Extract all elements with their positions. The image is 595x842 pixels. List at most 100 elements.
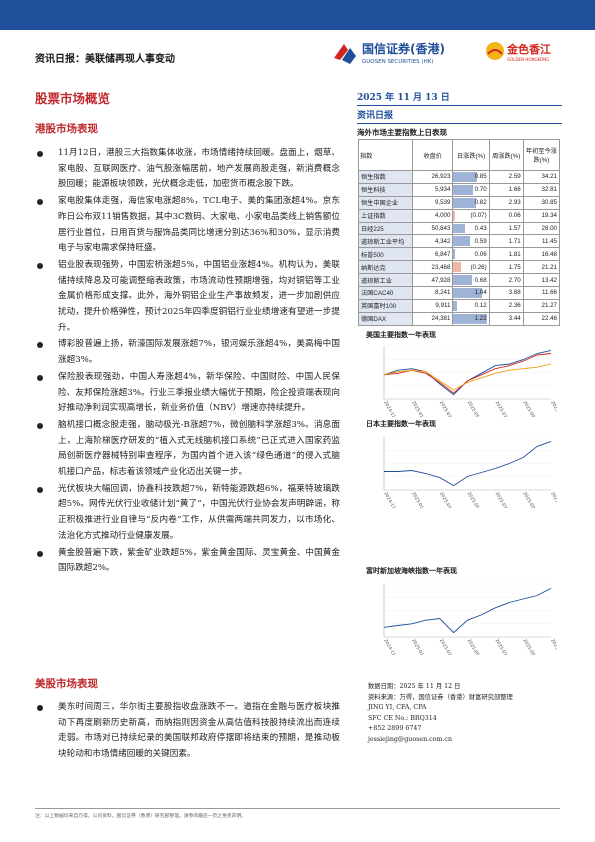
close-cell: 23,468 [411,260,454,275]
ytd-change-cell: 28.00 [522,221,561,236]
x-tick-label: 2025-05 [466,400,481,417]
table-row: 纳斯达克 23,468 (0.26) 1.75 21.21 [358,260,561,275]
bullet-dot-icon [37,342,43,349]
col-header: 收盘价 [411,139,454,171]
x-tick-label: 2025-09 [521,638,536,655]
table-header-row: 指数 收盘价 日涨跌(%) 周涨跌(%) 年初至今涨跌(%) [358,139,561,171]
change-bar [453,300,457,311]
bullet-dot-icon [37,705,43,711]
analyst-phone: +852 2899 6747 [368,725,422,732]
chart2-title: 日本主要指数一年表现 [366,419,436,428]
index-name-cell: 德国DAX [358,311,413,326]
change-bar [453,249,456,260]
weekly-change-cell: 2.93 [488,195,524,210]
daily-change-cell: 0.43 [452,221,490,236]
index-name-cell: 法国CAC40 [358,286,413,300]
table-row: 德国DAX 24,381 1.22 3.44 22.46 [358,311,561,326]
chart-japan-svg: 2024-11 2025-01 2025-03 2025-05 2025-07 2025-… [382,436,557,508]
ytd-change-cell: 30.85 [522,195,561,210]
bullet-dot-icon [37,262,43,269]
change-bar [453,262,461,273]
col-header: 指数 [358,139,413,171]
hk-bullet-list: 11月12日，港股三大指数集体收涨，市场情绪持续回暖。盘面上，烟草、家电股、互联… [35,146,340,578]
daily-change-value: 0.59 [474,237,487,245]
source-note: 数据日期：2025 年 11 月 12 日 资料来源：万得，国信证券（香港）财富… [368,682,558,703]
index-name-cell: 道琼斯工业平均 [358,234,413,249]
market-table: 指数 收盘价 日涨跌(%) 周涨跌(%) 年初至今涨跌(%) 恒生指数 26,92… [358,139,561,326]
analyst-name: JING YI, CFA, CPA [368,704,427,711]
change-bar [453,197,476,208]
daily-change-cell: (0.07) [452,208,490,223]
chart1-title: 美国主要指数一年表现 [366,330,436,339]
change-bar [453,275,473,286]
source-date: 数据日期：2025 年 11 月 12 日 [368,683,461,690]
daily-change-value: (0.26) [470,263,487,271]
x-tick-label: 2024-11 [382,400,397,417]
x-tick-label: 2025-11 [549,638,557,655]
daily-change-cell: 0.82 [452,195,490,210]
daily-change-value: (0.07) [470,212,487,220]
close-cell: 6,847 [411,247,454,262]
index-name-cell: 日经225 [358,221,413,236]
x-tick-label: 2025-07 [494,491,509,508]
list-item: 家电股集体走强，海信家电涨超8%，TCL电子、美的集团涨超4%。京东昨日公布双1… [35,194,340,257]
x-tick-label: 2025-01 [410,491,425,508]
guosen-mark-icon [334,44,356,64]
us-bullet-list: 美东时间周三，华尔街主要股指收盘涨跌不一。道指在金融与医疗板块推动下再度刷新历史… [35,700,340,764]
daily-change-cell: 1.04 [452,286,490,300]
close-cell: 8,241 [411,286,454,300]
col-header: 日涨跌(%) [452,139,490,171]
x-tick-label: 2025-11 [549,491,557,508]
change-bar [453,184,473,195]
change-bar [453,210,456,221]
list-item: 光伏板块大幅回调，协鑫科技跌超7%，新特能源跌超6%，福莱特玻璃跌超5%。网传光… [35,482,340,545]
weekly-change-cell: 0.06 [488,208,524,223]
table-row: 恒生中国企业 9,539 0.82 2.93 30.85 [358,195,561,210]
ytd-change-cell: 32.81 [522,182,561,197]
bullet-dot-icon [37,151,43,157]
list-item: 11月12日，港股三大指数集体收涨，市场情绪持续回暖。盘面上，烟草、家电股、互联… [35,146,340,193]
logo2-en: GOLDEN HONGKONG [507,57,549,62]
daily-change-value: 0.43 [474,225,487,232]
x-tick-label: 2024-11 [382,638,397,655]
change-bar [453,288,482,298]
daily-change-cell: (0.26) [452,260,490,275]
index-name-cell: 标普500 [358,247,413,262]
close-cell: 9,911 [411,298,454,313]
report-type: 资讯日报 [357,108,562,124]
weekly-change-cell: 1.75 [488,260,524,275]
guosen-logo: 国信证券(香港) GUOSEN SECURITIES (HK) [330,36,470,70]
table-row: 法国CAC40 8,241 1.04 3.68 11.66 [358,286,561,300]
daily-change-value: 0.85 [474,173,487,181]
analyst-email[interactable]: jessiejing@guosen.com.cn [368,735,452,743]
table-row: 恒生指数 26,923 0.85 2.59 34.21 [358,170,561,184]
x-tick-label: 2025-07 [494,400,509,417]
close-cell: 50,843 [411,221,454,236]
top-banner [0,0,595,30]
daily-change-cell: 0.68 [452,273,490,288]
hk-subtitle: 港股市场表现 [35,123,98,135]
table-row: 恒生科技 5,934 0.70 1.66 32.81 [358,182,561,197]
daily-change-cell: 0.59 [452,234,490,249]
table-title: 海外市场主要指数上日表现 [357,128,447,137]
series-line-0 [383,587,552,634]
daily-change-cell: 0.85 [452,170,490,184]
daily-change-value: 1.22 [474,315,487,323]
ytd-change-cell: 22.46 [522,311,561,326]
weekly-change-cell: 2.36 [488,298,524,313]
series-line-2 [383,363,552,391]
ytd-change-cell: 21.27 [522,298,561,313]
series-line-0 [384,440,552,487]
daily-change-cell: 0.06 [452,247,490,262]
daily-change-cell: 0.70 [452,182,490,197]
list-item: 美东时间周三，华尔街主要股指收盘涨跌不一。道指在金融与医疗板块推动下再度刷新历史… [35,700,340,763]
x-tick-label: 2024-11 [382,491,397,508]
x-tick-label: 2025-09 [521,400,536,417]
daily-change-value: 0.68 [474,276,487,284]
footer-divider [35,808,560,809]
close-cell: 26,923 [411,170,454,184]
x-tick-label: 2025-03 [438,400,453,417]
table-row: 上证指数 4,000 (0.07) 0.06 19.34 [358,208,561,223]
table-row: 道琼斯工业平均 4,342 0.59 1.71 11.45 [358,234,561,249]
weekly-change-cell: 1.57 [488,221,524,236]
